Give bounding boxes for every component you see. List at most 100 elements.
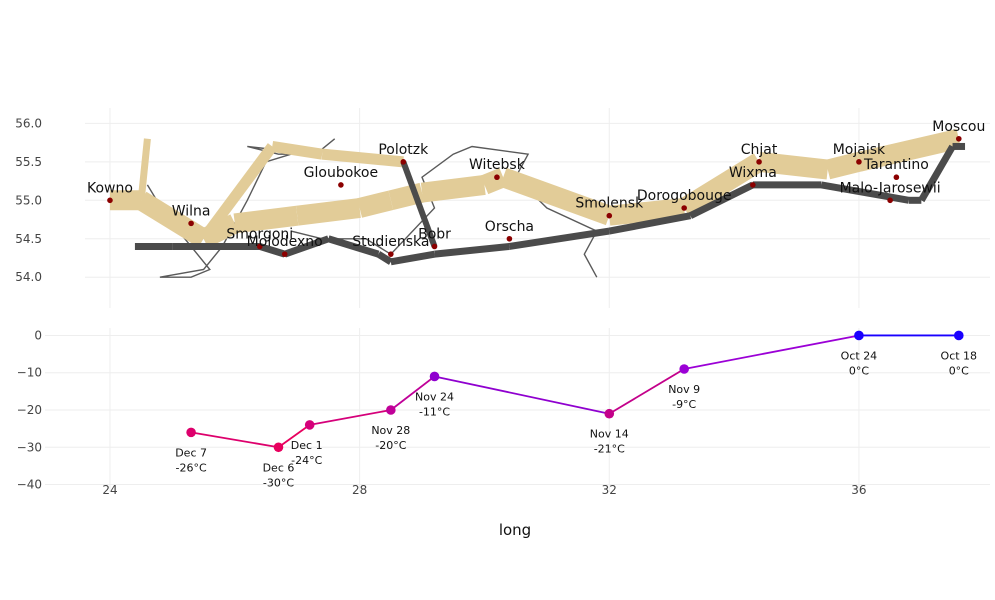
temperature-point	[854, 330, 864, 341]
advance-segment	[135, 191, 209, 248]
city-dot	[494, 174, 500, 181]
temperature-value-label: -24°C	[291, 454, 322, 467]
temperature-date-label: Nov 28	[371, 424, 410, 437]
map-y-tick-label: 55.0	[15, 193, 42, 207]
temperature-segment	[309, 409, 391, 426]
temp-x-tick-label: 28	[352, 483, 367, 497]
city-dot	[400, 159, 407, 165]
city-label: Wixma	[729, 165, 777, 181]
advance-segment	[678, 153, 765, 217]
advance-segment	[321, 148, 404, 168]
temperature-panel: 0 −10 −20 −30 −40 24 28 32 36 Oct 18 0°C Oct 24 0°…	[17, 328, 990, 497]
advance-segment	[480, 167, 507, 195]
map-y-tick-label: 56.0	[15, 116, 42, 130]
temperature-value-label: -9°C	[672, 398, 696, 411]
temperature-value-label: -30°C	[263, 476, 294, 489]
temp-y-tick-label: −10	[17, 366, 42, 380]
temperature-segment	[390, 375, 436, 411]
city-dot	[856, 159, 862, 165]
temperature-line	[190, 334, 959, 449]
temperature-segment	[277, 424, 311, 449]
city-label: Wilna	[172, 203, 211, 219]
retreat-segment	[283, 235, 330, 258]
temp-y-tick-label: −40	[17, 478, 42, 492]
map-y-tick-label: 54.5	[15, 232, 42, 246]
temperature-value-label: -26°C	[176, 461, 207, 474]
temperature-point	[186, 427, 196, 438]
retreat-segment	[376, 251, 393, 265]
temperature-point	[273, 442, 284, 453]
advance-segment	[608, 198, 686, 226]
advance-segment	[271, 141, 324, 160]
temperature-value-label: 0°C	[949, 364, 969, 377]
temperature-point	[386, 405, 396, 415]
city-dot	[431, 243, 438, 250]
river-line	[290, 145, 598, 278]
temperature-y-tick-labels: 0 −10 −20 −30 −40	[17, 328, 42, 491]
city-label: Moscou	[932, 119, 985, 135]
temperature-date-label: Oct 24	[841, 349, 878, 362]
temperature-segment	[434, 375, 610, 415]
advance-segment	[137, 138, 151, 201]
temperature-date-label: Nov 9	[668, 383, 700, 396]
city-dot	[338, 182, 344, 188]
city-label: Molodexno	[247, 234, 323, 250]
temperature-labels: Oct 18 0°C Oct 24 0°C Nov 9 -9°C Nov 14 -21°C No…	[175, 349, 977, 489]
temperature-value-label: -20°C	[375, 439, 406, 452]
retreat-segment	[508, 227, 610, 250]
city-label: Studienska	[352, 234, 429, 250]
temp-x-tick-label: 36	[851, 483, 866, 497]
temperature-value-label: -11°C	[419, 405, 450, 418]
city-label: Bobr	[418, 226, 451, 242]
temperature-date-label: Dec 1	[291, 439, 323, 452]
temperature-points	[186, 330, 964, 453]
city-dot	[681, 205, 687, 211]
city-dot	[281, 251, 288, 257]
temp-x-tick-label: 32	[602, 483, 617, 497]
temperature-value-label: 0°C	[849, 364, 869, 377]
retreat-segment	[608, 212, 692, 235]
city-label: Tarantino	[863, 157, 929, 173]
temperature-date-label: Dec 6	[263, 461, 295, 474]
city-dot	[750, 182, 756, 188]
temperature-date-label: Oct 18	[941, 349, 978, 362]
advance-segment	[357, 190, 394, 218]
retreat-segment	[820, 181, 910, 204]
retreat-segment	[434, 242, 510, 258]
city-label: Smorgoni	[226, 226, 293, 242]
city-label: Smolensk	[575, 196, 644, 212]
city-label: Mojaisk	[833, 142, 886, 158]
advance-segment	[499, 167, 613, 226]
map-y-tick-label: 54.0	[15, 270, 42, 284]
city-label: Dorogobouge	[637, 188, 732, 204]
temp-y-tick-label: −20	[17, 403, 42, 417]
city-label: Gloubokoe	[304, 165, 378, 181]
retreat-segment	[400, 160, 438, 248]
city-dot	[606, 212, 613, 219]
city-dot	[256, 243, 263, 250]
retreat-segment	[258, 243, 286, 258]
city-dot	[887, 197, 893, 204]
city-label: Kowno	[87, 180, 133, 196]
retreat-segment	[918, 144, 956, 203]
city-dot	[388, 251, 394, 257]
city-dot	[893, 174, 900, 181]
city-dot	[506, 235, 513, 242]
temperature-segment	[190, 431, 279, 449]
city-dot	[188, 220, 194, 227]
advance-segment	[420, 174, 486, 203]
temperature-point	[679, 364, 689, 374]
city-label: Orscha	[485, 219, 534, 235]
temperature-segment	[684, 334, 860, 370]
map-y-tick-labels: 54.0 54.5 55.0 55.5 56.0	[15, 116, 42, 284]
advance-route	[109, 129, 962, 248]
map-panel: 54.054.555.055.556.0 KownoWilnaSmorgoniM…	[15, 108, 990, 308]
temperature-point	[304, 420, 315, 430]
x-axis-title: long	[499, 521, 531, 539]
temp-y-tick-label: 0	[34, 328, 42, 342]
temperature-segment	[608, 368, 685, 415]
temperature-x-tick-labels: 24 28 32 36	[102, 483, 866, 497]
temperature-date-label: Nov 24	[415, 390, 454, 403]
advance-segment	[825, 152, 862, 180]
